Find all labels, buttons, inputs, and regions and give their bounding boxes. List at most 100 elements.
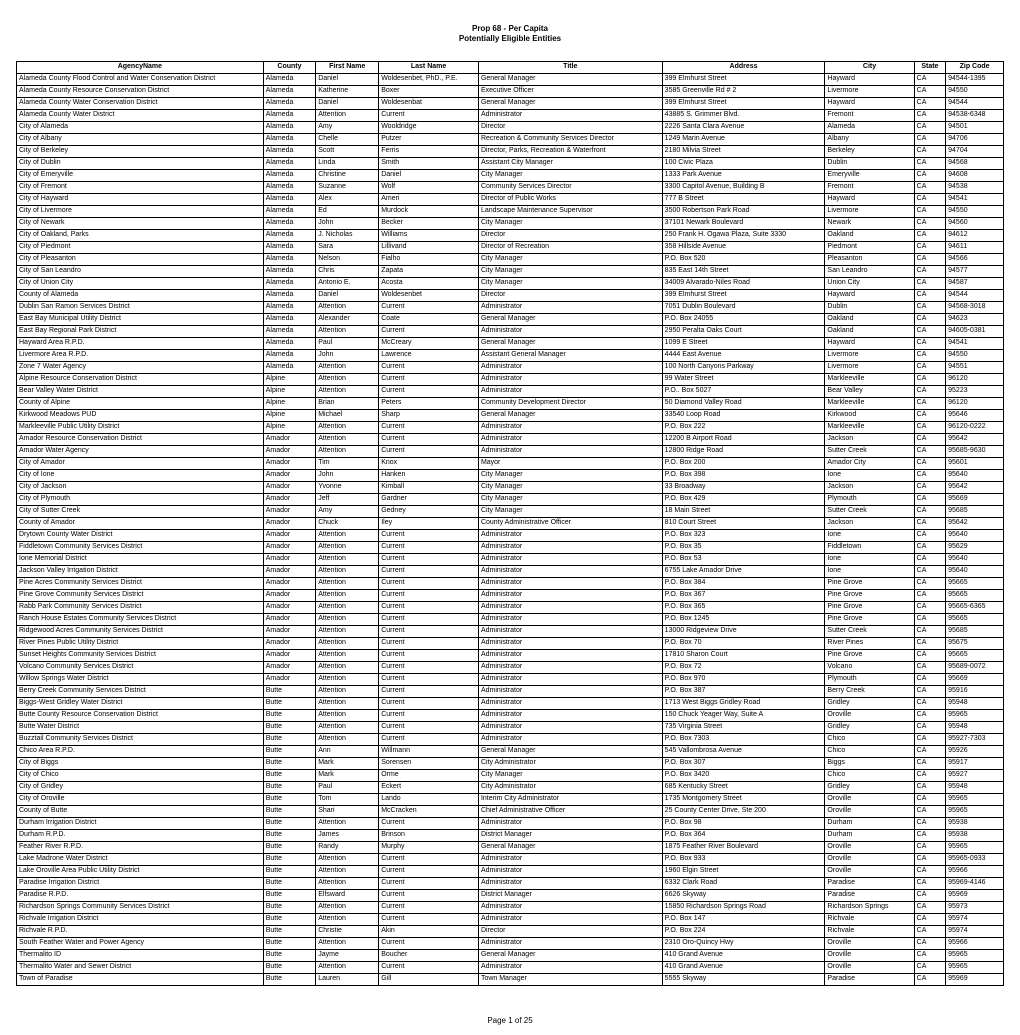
table-cell: 95642 [946, 433, 1004, 445]
table-cell: Alameda County Resource Conservation Dis… [17, 85, 264, 97]
table-cell: Durham [825, 829, 914, 841]
table-row: South Feather Water and Power AgencyButt… [17, 937, 1004, 949]
table-cell: Butte [263, 685, 315, 697]
table-cell: Sutter Creek [825, 505, 914, 517]
table-cell: Butte [263, 901, 315, 913]
table-cell: City of Emeryville [17, 169, 264, 181]
table-cell: Woldesenbat [379, 97, 479, 109]
table-cell: Paradise [825, 877, 914, 889]
table-row: Ridgewood Acres Community Services Distr… [17, 625, 1004, 637]
table-cell: Pine Acres Community Services District [17, 577, 264, 589]
table-cell: City Manager [478, 493, 662, 505]
table-row: City of Oakland, ParksAlamedaJ. Nicholas… [17, 229, 1004, 241]
table-cell: Chief Administrative Officer [478, 805, 662, 817]
table-cell: 95966 [946, 937, 1004, 949]
table-cell: Paul [316, 781, 379, 793]
table-cell: CA [914, 229, 945, 241]
table-cell: Attention [316, 553, 379, 565]
table-cell: Butte [263, 961, 315, 973]
table-cell: CA [914, 85, 945, 97]
table-cell: Attention [316, 649, 379, 661]
table-cell: Butte [263, 733, 315, 745]
table-cell: 34009 Alvarado-Niles Road [662, 277, 825, 289]
table-row: City of LivermoreAlamedaEdMurdockLandsca… [17, 205, 1004, 217]
table-cell: Richvale R.P.D. [17, 925, 264, 937]
table-cell: City of Pleasanton [17, 253, 264, 265]
table-cell: Daniel [379, 169, 479, 181]
table-cell: 3300 Capitol Avenue, Building B [662, 181, 825, 193]
table-cell: Ione Memorial District [17, 553, 264, 565]
column-header: Title [478, 61, 662, 73]
table-cell: CA [914, 625, 945, 637]
table-cell: 94568 [946, 157, 1004, 169]
table-cell: 100 North Canyons Parkway [662, 361, 825, 373]
table-cell: County of Amador [17, 517, 264, 529]
table-cell: 2310 Oro-Quincy Hwy [662, 937, 825, 949]
table-cell: Attention [316, 721, 379, 733]
table-cell: P.O. Box 367 [662, 589, 825, 601]
table-cell: CA [914, 841, 945, 853]
table-cell: Jackson Valley Irrigation District [17, 565, 264, 577]
table-cell: Mark [316, 757, 379, 769]
table-cell: CA [914, 121, 945, 133]
table-cell: City Administrator [478, 757, 662, 769]
table-cell: CA [914, 97, 945, 109]
table-cell: 43885 S. Grimmer Blvd. [662, 109, 825, 121]
table-cell: CA [914, 217, 945, 229]
table-cell: Alameda [263, 121, 315, 133]
title-line-1: Prop 68 - Per Capita [16, 24, 1004, 34]
table-cell: City of Jackson [17, 481, 264, 493]
table-cell: Alameda [263, 229, 315, 241]
table-cell: 94577 [946, 265, 1004, 277]
table-cell: Alameda [263, 313, 315, 325]
table-cell: Iley [379, 517, 479, 529]
table-cell: Alameda [263, 109, 315, 121]
table-cell: Interim City Administrator [478, 793, 662, 805]
table-row: City of PleasantonAlamedaNelsonFialhoCit… [17, 253, 1004, 265]
table-cell: Butte [263, 781, 315, 793]
table-cell: 94544 [946, 97, 1004, 109]
table-cell: Livermore [825, 349, 914, 361]
table-cell: Albany [825, 133, 914, 145]
table-cell: Oroville [825, 961, 914, 973]
table-cell: Gill [379, 973, 479, 985]
table-cell: Markleeville Public Utility District [17, 421, 264, 433]
table-cell: 4444 East Avenue [662, 349, 825, 361]
table-cell: Hayward Area R.P.D. [17, 337, 264, 349]
column-header: AgencyName [17, 61, 264, 73]
table-cell: Administrator [478, 433, 662, 445]
table-cell: 95973 [946, 901, 1004, 913]
table-cell: Current [379, 565, 479, 577]
table-cell: 95927-7303 [946, 733, 1004, 745]
table-cell: 100 Civic Plaza [662, 157, 825, 169]
table-cell: P.O. Box 307 [662, 757, 825, 769]
table-cell: City Administrator [478, 781, 662, 793]
table-cell: Oroville [825, 805, 914, 817]
table-cell: Lake Oroville Area Public Utility Distri… [17, 865, 264, 877]
table-cell: CA [914, 913, 945, 925]
table-cell: 810 Court Street [662, 517, 825, 529]
page-footer: Page 1 of 25 [16, 1016, 1004, 1025]
table-cell: Amador Water Agency [17, 445, 264, 457]
table-cell: City of San Leandro [17, 265, 264, 277]
table-cell: Oakland [825, 229, 914, 241]
table-cell: Alameda County Water District [17, 109, 264, 121]
table-cell: Community Development Director [478, 397, 662, 409]
table-cell: Attention [316, 817, 379, 829]
table-cell: Sorensen [379, 757, 479, 769]
title-block: Prop 68 - Per Capita Potentially Eligibl… [16, 24, 1004, 45]
table-cell: City of Ione [17, 469, 264, 481]
table-cell: Hanken [379, 469, 479, 481]
document-page: Prop 68 - Per Capita Potentially Eligibl… [0, 0, 1020, 1035]
table-cell: Volcano Community Services District [17, 661, 264, 673]
table-cell: 95685 [946, 505, 1004, 517]
table-cell: 94538-6348 [946, 109, 1004, 121]
table-cell: CA [914, 445, 945, 457]
table-cell: San Leandro [825, 265, 914, 277]
table-cell: Director of Public Works [478, 193, 662, 205]
table-cell: Lake Madrone Water District [17, 853, 264, 865]
table-cell: Lillivand [379, 241, 479, 253]
table-cell: CA [914, 901, 945, 913]
table-cell: P.O. Box 970 [662, 673, 825, 685]
table-cell: 94566 [946, 253, 1004, 265]
